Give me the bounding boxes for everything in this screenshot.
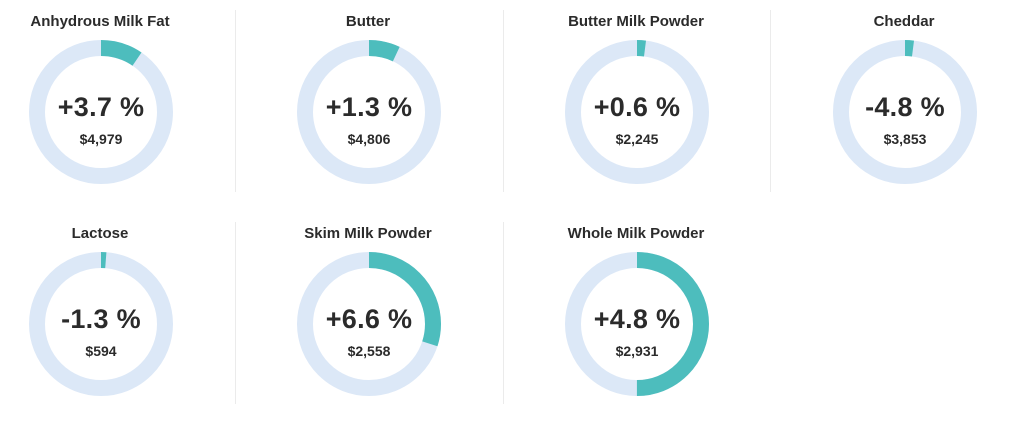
donut-progress-arc bbox=[833, 40, 977, 184]
card-title: Lactose bbox=[71, 225, 129, 242]
progress-donut bbox=[29, 252, 173, 396]
donut-chart bbox=[29, 40, 173, 184]
donut-progress-arc bbox=[565, 252, 709, 396]
percent-change: +3.7 % bbox=[57, 92, 145, 122]
card-title: Anhydrous Milk Fat bbox=[30, 13, 170, 30]
progress-donut bbox=[565, 40, 709, 184]
card-title: Butter bbox=[345, 13, 391, 30]
donut-chart bbox=[833, 40, 977, 184]
progress-donut bbox=[833, 40, 977, 184]
donut-progress-arc bbox=[29, 40, 173, 184]
product-card-cheddar[interactable]: Cheddar -4.8 % $3,853 bbox=[804, 13, 1004, 213]
percent-change: +4.8 % bbox=[593, 304, 681, 334]
card-title: Butter Milk Powder bbox=[568, 13, 704, 30]
donut-progress-arc bbox=[29, 252, 173, 396]
percent-change: +0.6 % bbox=[593, 92, 681, 122]
donut-chart bbox=[565, 252, 709, 396]
percent-change: +1.3 % bbox=[325, 92, 413, 122]
card-title: Whole Milk Powder bbox=[567, 225, 705, 242]
column-divider bbox=[235, 222, 236, 404]
product-card-lactose[interactable]: Lactose -1.3 % $594 bbox=[0, 225, 200, 425]
percent-change: -4.8 % bbox=[865, 92, 945, 122]
product-card-butter-milk-powder[interactable]: Butter Milk Powder +0.6 % $2,245 bbox=[536, 13, 736, 213]
product-card-skim-milk-powder[interactable]: Skim Milk Powder +6.6 % $2,558 bbox=[268, 225, 468, 425]
donut-chart bbox=[297, 252, 441, 396]
product-card-anhydrous-milk-fat[interactable]: Anhydrous Milk Fat +3.7 % $4,979 bbox=[0, 13, 200, 213]
donut-progress-arc bbox=[565, 40, 709, 184]
price-value: $4,979 bbox=[79, 131, 123, 147]
donut-chart bbox=[29, 252, 173, 396]
price-value: $2,931 bbox=[615, 343, 659, 359]
product-card-butter[interactable]: Butter +1.3 % $4,806 bbox=[268, 13, 468, 213]
card-title: Cheddar bbox=[873, 13, 935, 30]
percent-change: -1.3 % bbox=[61, 304, 141, 334]
progress-donut bbox=[297, 40, 441, 184]
card-title: Skim Milk Powder bbox=[304, 225, 432, 242]
column-divider bbox=[770, 10, 771, 192]
progress-donut bbox=[29, 40, 173, 184]
price-value: $3,853 bbox=[883, 131, 927, 147]
product-card-whole-milk-powder[interactable]: Whole Milk Powder +4.8 % $2,931 bbox=[536, 225, 736, 425]
column-divider bbox=[503, 10, 504, 192]
progress-donut bbox=[565, 252, 709, 396]
donut-chart bbox=[297, 40, 441, 184]
donut-progress-arc bbox=[297, 40, 441, 184]
percent-change: +6.6 % bbox=[325, 304, 413, 334]
price-value: $4,806 bbox=[347, 131, 391, 147]
progress-donut bbox=[297, 252, 441, 396]
donut-progress-arc bbox=[297, 252, 441, 396]
donut-chart bbox=[565, 40, 709, 184]
price-value: $2,558 bbox=[347, 343, 391, 359]
price-value: $594 bbox=[85, 343, 117, 359]
price-value: $2,245 bbox=[615, 131, 659, 147]
column-divider bbox=[503, 222, 504, 404]
column-divider bbox=[235, 10, 236, 192]
